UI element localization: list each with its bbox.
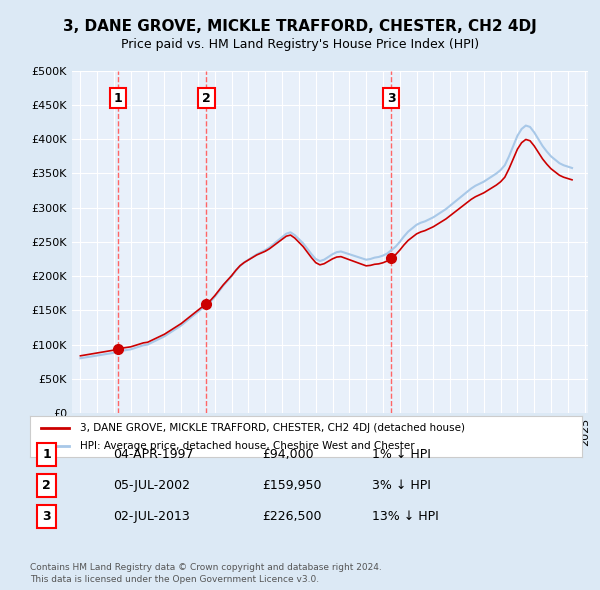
Text: 2: 2 bbox=[202, 91, 211, 104]
Text: 1: 1 bbox=[114, 91, 122, 104]
Text: Contains HM Land Registry data © Crown copyright and database right 2024.: Contains HM Land Registry data © Crown c… bbox=[30, 563, 382, 572]
Text: 02-JUL-2013: 02-JUL-2013 bbox=[113, 510, 190, 523]
Text: 3, DANE GROVE, MICKLE TRAFFORD, CHESTER, CH2 4DJ (detached house): 3, DANE GROVE, MICKLE TRAFFORD, CHESTER,… bbox=[80, 422, 464, 432]
Text: 3% ↓ HPI: 3% ↓ HPI bbox=[372, 479, 431, 492]
Text: 05-JUL-2002: 05-JUL-2002 bbox=[113, 479, 190, 492]
Text: 1% ↓ HPI: 1% ↓ HPI bbox=[372, 448, 431, 461]
Text: 04-APR-1997: 04-APR-1997 bbox=[113, 448, 193, 461]
Text: Price paid vs. HM Land Registry's House Price Index (HPI): Price paid vs. HM Land Registry's House … bbox=[121, 38, 479, 51]
Text: 3: 3 bbox=[42, 510, 51, 523]
Text: HPI: Average price, detached house, Cheshire West and Chester: HPI: Average price, detached house, Ches… bbox=[80, 441, 415, 451]
Text: £159,950: £159,950 bbox=[262, 479, 322, 492]
Text: This data is licensed under the Open Government Licence v3.0.: This data is licensed under the Open Gov… bbox=[30, 575, 319, 584]
Text: £226,500: £226,500 bbox=[262, 510, 322, 523]
Text: £94,000: £94,000 bbox=[262, 448, 313, 461]
Text: 3, DANE GROVE, MICKLE TRAFFORD, CHESTER, CH2 4DJ: 3, DANE GROVE, MICKLE TRAFFORD, CHESTER,… bbox=[63, 19, 537, 34]
Text: 2: 2 bbox=[42, 479, 51, 492]
Text: 13% ↓ HPI: 13% ↓ HPI bbox=[372, 510, 439, 523]
Text: 1: 1 bbox=[42, 448, 51, 461]
Text: 3: 3 bbox=[387, 91, 395, 104]
